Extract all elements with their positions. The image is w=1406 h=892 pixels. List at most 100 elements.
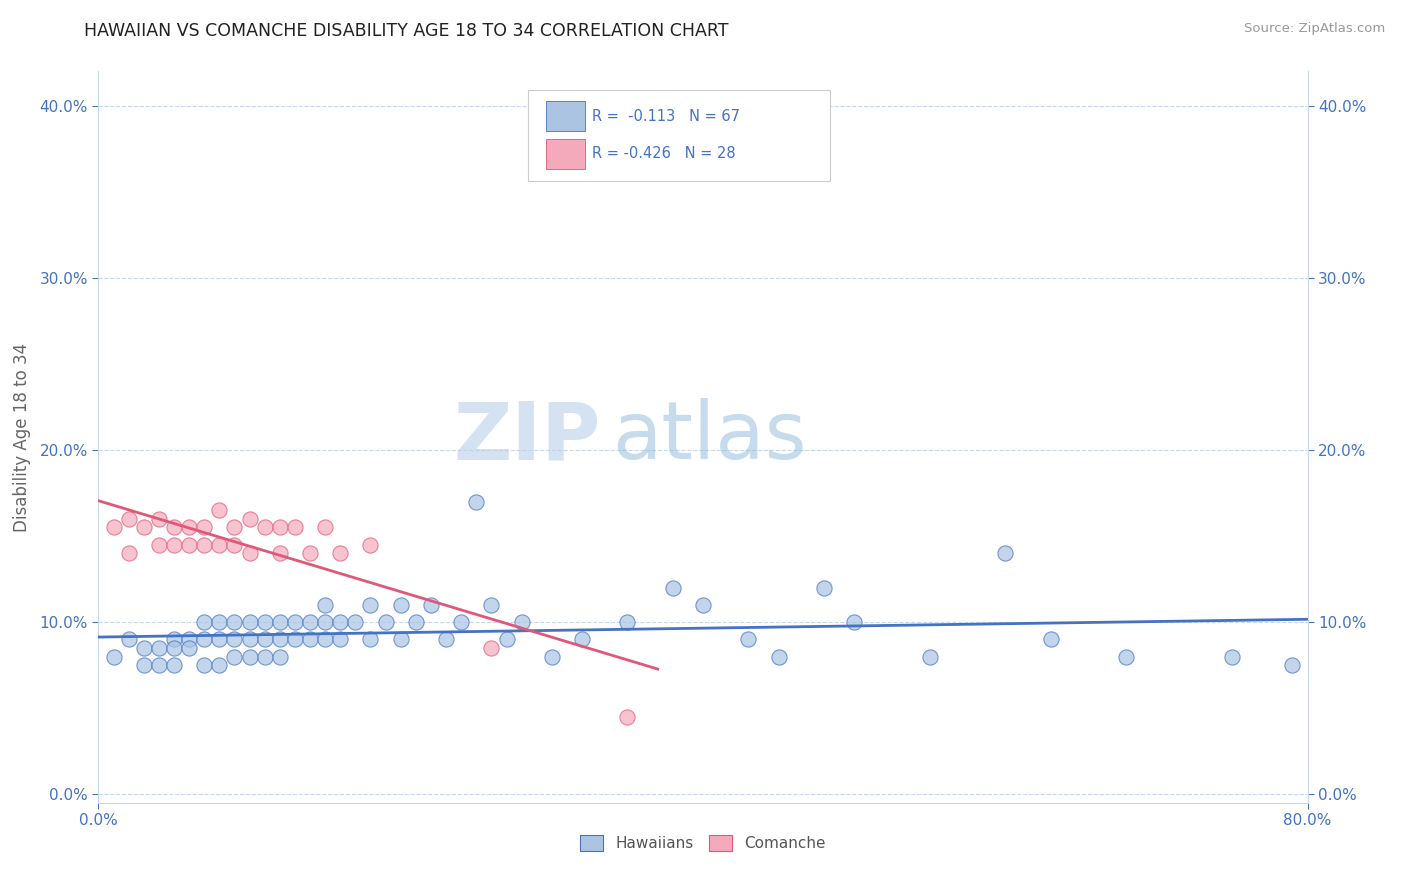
Point xyxy=(389,598,412,612)
Point xyxy=(465,494,488,508)
Point xyxy=(344,615,367,629)
Point xyxy=(737,632,759,647)
Point xyxy=(994,546,1017,560)
Point xyxy=(329,615,352,629)
Point xyxy=(253,649,276,664)
Point xyxy=(360,598,382,612)
Point xyxy=(208,658,231,673)
Point xyxy=(179,538,201,552)
Point xyxy=(224,649,246,664)
Point xyxy=(239,649,262,664)
Point xyxy=(510,615,533,629)
Point xyxy=(269,546,291,560)
Point xyxy=(208,503,231,517)
Point xyxy=(118,632,141,647)
Point xyxy=(450,615,472,629)
Point xyxy=(118,546,141,560)
Point xyxy=(193,615,215,629)
Point xyxy=(193,632,215,647)
Point xyxy=(571,632,593,647)
Point xyxy=(1281,658,1303,673)
Point xyxy=(148,640,170,655)
Point xyxy=(269,632,291,647)
Legend: Hawaiians, Comanche: Hawaiians, Comanche xyxy=(574,830,832,857)
Point xyxy=(118,512,141,526)
Point xyxy=(1039,632,1062,647)
Point xyxy=(224,615,246,629)
Point xyxy=(299,632,322,647)
Point xyxy=(179,640,201,655)
Point xyxy=(132,520,155,534)
Text: atlas: atlas xyxy=(613,398,807,476)
Point xyxy=(329,632,352,647)
Point xyxy=(148,512,170,526)
Point xyxy=(163,538,186,552)
Point xyxy=(314,598,336,612)
Point xyxy=(253,615,276,629)
Point xyxy=(163,632,186,647)
Point xyxy=(495,632,517,647)
Point xyxy=(299,546,322,560)
Point xyxy=(239,512,262,526)
Point xyxy=(163,520,186,534)
Point xyxy=(224,538,246,552)
Point xyxy=(434,632,457,647)
Point xyxy=(405,615,427,629)
Point xyxy=(284,615,307,629)
Point xyxy=(314,615,336,629)
Point xyxy=(661,581,683,595)
Point xyxy=(1220,649,1243,664)
FancyBboxPatch shape xyxy=(546,101,585,131)
Point xyxy=(481,598,503,612)
Point xyxy=(179,632,201,647)
Point xyxy=(239,632,262,647)
Point xyxy=(224,632,246,647)
Point xyxy=(132,658,155,673)
Point xyxy=(299,615,322,629)
Point xyxy=(918,649,941,664)
Text: Source: ZipAtlas.com: Source: ZipAtlas.com xyxy=(1244,22,1385,36)
Point xyxy=(616,710,638,724)
Point xyxy=(360,632,382,647)
Point xyxy=(193,538,215,552)
Point xyxy=(208,632,231,647)
Point xyxy=(540,649,562,664)
Point xyxy=(269,520,291,534)
Point xyxy=(481,640,503,655)
Point xyxy=(1115,649,1137,664)
Y-axis label: Disability Age 18 to 34: Disability Age 18 to 34 xyxy=(13,343,31,532)
Point xyxy=(163,658,186,673)
Point xyxy=(329,546,352,560)
Point xyxy=(813,581,835,595)
Point xyxy=(269,615,291,629)
Point xyxy=(692,598,714,612)
FancyBboxPatch shape xyxy=(546,138,585,169)
Point xyxy=(389,632,412,647)
Point xyxy=(269,649,291,664)
Point xyxy=(193,520,215,534)
Text: HAWAIIAN VS COMANCHE DISABILITY AGE 18 TO 34 CORRELATION CHART: HAWAIIAN VS COMANCHE DISABILITY AGE 18 T… xyxy=(84,22,728,40)
Point xyxy=(616,615,638,629)
Point xyxy=(768,649,790,664)
FancyBboxPatch shape xyxy=(527,90,830,181)
Text: ZIP: ZIP xyxy=(453,398,600,476)
Text: R = -0.426   N = 28: R = -0.426 N = 28 xyxy=(592,146,735,161)
Point xyxy=(208,615,231,629)
Point xyxy=(132,640,155,655)
Point xyxy=(253,632,276,647)
Point xyxy=(253,520,276,534)
Point xyxy=(148,658,170,673)
Point xyxy=(239,546,262,560)
Point xyxy=(193,658,215,673)
Text: R =  -0.113   N = 67: R = -0.113 N = 67 xyxy=(592,109,740,124)
Point xyxy=(208,538,231,552)
Point xyxy=(420,598,443,612)
Point xyxy=(284,520,307,534)
Point xyxy=(163,640,186,655)
Point xyxy=(844,615,866,629)
Point xyxy=(284,632,307,647)
Point xyxy=(224,520,246,534)
Point xyxy=(148,538,170,552)
Point xyxy=(239,615,262,629)
Point xyxy=(314,632,336,647)
